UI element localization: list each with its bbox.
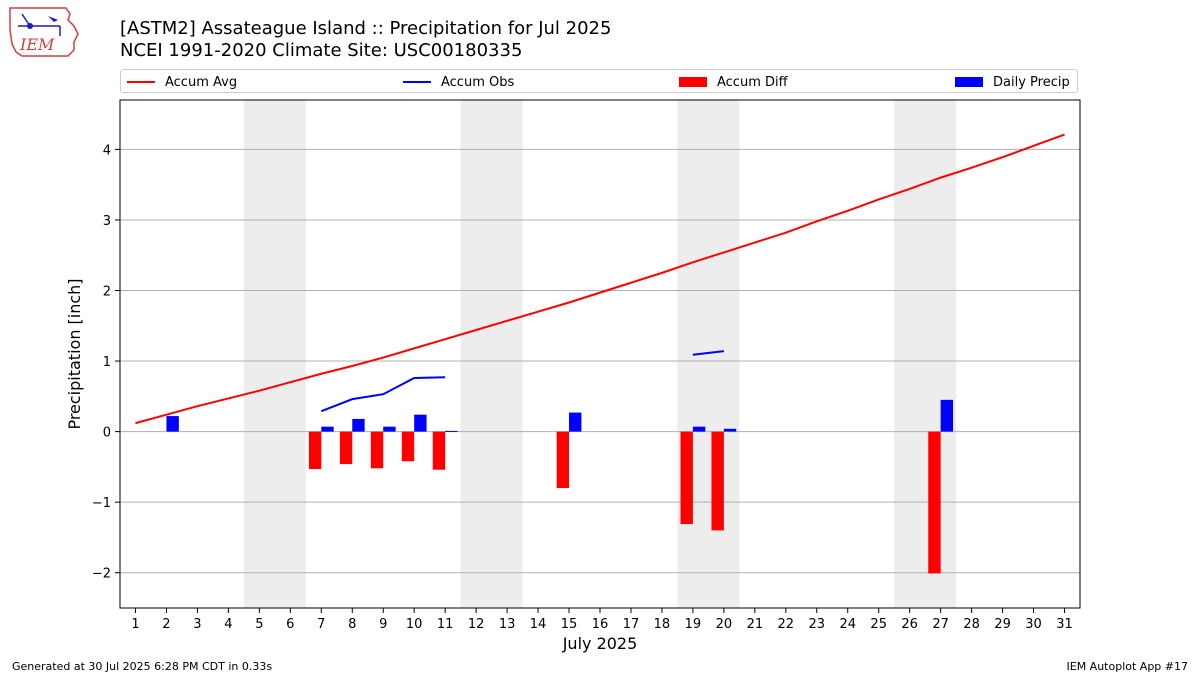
accum-diff-bar-day-7 [308, 431, 322, 470]
weekend-shade-2 [460, 100, 523, 608]
y-tick-label: 4 [103, 143, 111, 158]
y-tick-label: 2 [103, 285, 111, 300]
x-tick-label: 8 [348, 617, 356, 632]
y-tick-label: 0 [103, 426, 111, 441]
x-tick-label: 13 [499, 617, 516, 632]
y-axis-label: Precipitation [inch] [65, 278, 84, 429]
daily-precip-bar-day-10 [414, 414, 427, 432]
accum-avg-line [135, 133, 1065, 425]
legend: Accum Avg Accum Obs Accum Diff Daily Pre… [120, 69, 1078, 93]
x-tick-label: 26 [901, 617, 918, 632]
legend-label-accum-avg: Accum Avg [165, 74, 238, 90]
weekend-shade-4 [894, 100, 957, 608]
grid-lines [120, 148, 1080, 574]
x-tick-label: 21 [747, 617, 764, 632]
legend-label-accum-obs: Accum Obs [441, 74, 515, 90]
x-tick-label: 2 [162, 617, 170, 632]
accum-diff-bar-day-20 [711, 431, 724, 531]
x-tick-label: 31 [1056, 617, 1073, 632]
y-tick-label: −2 [92, 567, 111, 582]
legend-label-daily-precip: Daily Precip [993, 74, 1070, 90]
x-tick-label: 19 [685, 617, 702, 632]
daily-precip-bar-day-9 [383, 426, 396, 432]
legend-item-daily-precip: Daily Precip [955, 73, 1070, 91]
daily-precip-bar-day-7 [321, 426, 334, 432]
legend-item-accum-obs: Accum Obs [403, 73, 514, 91]
iem-logo: IEM [8, 6, 82, 64]
x-tick-label: 11 [437, 617, 454, 632]
daily-precip-bar-day-2 [166, 416, 179, 432]
daily-precip-bar-day-15 [569, 412, 582, 432]
logo-text: IEM [19, 35, 55, 54]
accum-diff-bar-day-15 [556, 431, 570, 489]
weekend-shading [243, 100, 957, 608]
legend-swatch-avg [127, 81, 155, 83]
x-tick-label: 12 [468, 617, 485, 632]
chart-title: [ASTM2] Assateague Island :: Precipitati… [120, 18, 612, 39]
legend-label-accum-diff: Accum Diff [717, 74, 788, 90]
x-tick-label: 24 [839, 617, 856, 632]
x-axis-label: July 2025 [562, 634, 638, 653]
legend-item-accum-avg: Accum Avg [127, 73, 237, 91]
chart-subtitle: NCEI 1991-2020 Climate Site: USC00180335 [120, 40, 523, 61]
generated-timestamp: Generated at 30 Jul 2025 6:28 PM CDT in … [12, 660, 273, 673]
x-tick-label: 6 [286, 617, 294, 632]
x-tick-label: 10 [406, 617, 423, 632]
weekend-shade-1 [243, 100, 306, 608]
accum-diff-bar-day-19 [680, 431, 693, 525]
legend-swatch-obs [403, 81, 431, 83]
daily-precip-bar-day-27 [940, 399, 954, 432]
x-tick-label: 25 [870, 617, 887, 632]
weekend-shade-3 [677, 100, 740, 608]
x-tick-label: 22 [778, 617, 795, 632]
x-tick-label: 18 [654, 617, 671, 632]
accum-diff-bars [308, 431, 941, 574]
x-tick-label: 4 [224, 617, 232, 632]
y-tick-label: 3 [103, 214, 111, 229]
y-tick-label: −1 [92, 496, 111, 511]
x-tick-label: 5 [255, 617, 263, 632]
x-tick-label: 1 [131, 617, 139, 632]
daily-precip-bar-day-8 [352, 418, 365, 432]
x-tick-label: 30 [1025, 617, 1042, 632]
daily-precip-bar-day-11 [445, 430, 458, 432]
legend-swatch-diff [679, 77, 707, 87]
x-tick-label: 29 [994, 617, 1011, 632]
x-tick-label: 14 [530, 617, 547, 632]
accum-obs-line-2 [692, 350, 724, 356]
series-lines [135, 133, 1065, 425]
accum-diff-bar-day-27 [928, 431, 941, 574]
x-tick-label: 3 [193, 617, 201, 632]
x-tick-label: 15 [561, 617, 578, 632]
x-tick-label: 16 [592, 617, 609, 632]
accum-diff-bar-day-11 [432, 431, 446, 470]
x-tick-label: 9 [379, 617, 387, 632]
iowa-map-icon: IEM [9, 7, 79, 57]
accum-diff-bar-day-10 [401, 431, 415, 462]
y-tick-label: 1 [103, 355, 111, 370]
x-tick-label: 7 [317, 617, 325, 632]
app-id: IEM Autoplot App #17 [1066, 660, 1189, 673]
x-tick-label: 20 [716, 617, 733, 632]
x-tick-label: 23 [809, 617, 826, 632]
x-tick-label: 27 [932, 617, 949, 632]
accum-obs-line-1 [320, 376, 446, 413]
accum-diff-bar-day-9 [370, 431, 384, 469]
accum-diff-bar-day-8 [339, 431, 353, 465]
x-tick-label: 17 [623, 617, 640, 632]
legend-swatch-daily [955, 77, 983, 87]
x-tick-label: 28 [963, 617, 980, 632]
daily-precip-bar-day-19 [692, 426, 706, 432]
legend-item-accum-diff: Accum Diff [679, 73, 788, 91]
daily-precip-bars [166, 399, 954, 432]
daily-precip-bar-day-20 [723, 428, 737, 432]
